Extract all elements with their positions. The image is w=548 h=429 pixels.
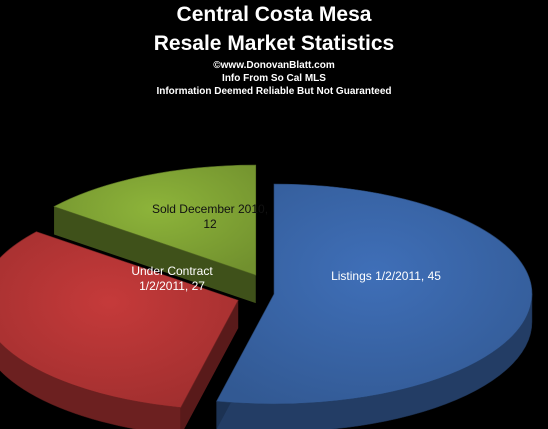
disclaimer-text: Information Deemed Reliable But Not Guar…	[156, 86, 392, 97]
pie-slice-3	[53, 164, 257, 276]
data-label-3: Sold December 2010, 12	[152, 202, 268, 231]
pie-slice-2	[0, 231, 239, 408]
chart-title-line2: Resale Market Statistics	[153, 32, 395, 55]
pie-slice-edge-2-1	[180, 300, 239, 429]
pie-slice-1	[216, 183, 533, 405]
pie-slice-edge-3-1	[54, 206, 256, 304]
chart-title-line1: Central Costa Mesa	[176, 3, 372, 26]
data-label-1: Listings 1/2/2011, 45	[331, 269, 441, 283]
source-text: Info From So Cal MLS	[222, 73, 326, 84]
data-label-2: Under Contract 1/2/2011, 27	[131, 264, 213, 293]
credit-text: ©www.DonovanBlatt.com	[213, 60, 335, 71]
